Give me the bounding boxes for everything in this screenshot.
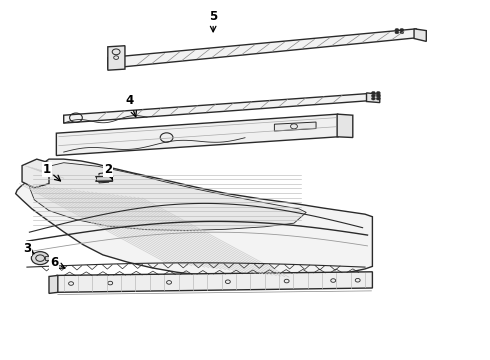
Polygon shape [64,94,368,123]
Text: 2: 2 [104,163,112,179]
Circle shape [395,28,399,31]
Polygon shape [274,122,316,131]
Polygon shape [22,159,49,188]
Polygon shape [56,272,372,292]
Circle shape [371,94,375,97]
Polygon shape [367,93,380,103]
Polygon shape [108,46,125,70]
Text: 1: 1 [43,163,60,181]
Bar [96,176,112,181]
Text: 3: 3 [23,242,34,255]
Circle shape [400,31,404,34]
Text: 5: 5 [209,10,217,32]
Polygon shape [16,159,372,279]
Circle shape [376,91,380,94]
Circle shape [31,252,49,265]
Circle shape [371,97,375,100]
Polygon shape [337,114,353,138]
Polygon shape [108,29,416,68]
Text: 4: 4 [126,94,136,117]
Polygon shape [414,29,426,41]
Polygon shape [49,275,58,293]
Text: 6: 6 [50,256,65,269]
Circle shape [376,97,380,100]
Polygon shape [99,172,109,183]
Circle shape [395,31,399,34]
Circle shape [376,94,380,97]
Polygon shape [29,163,306,230]
Circle shape [400,28,404,31]
Circle shape [371,91,375,94]
Bar [45,256,53,260]
Polygon shape [56,114,338,156]
